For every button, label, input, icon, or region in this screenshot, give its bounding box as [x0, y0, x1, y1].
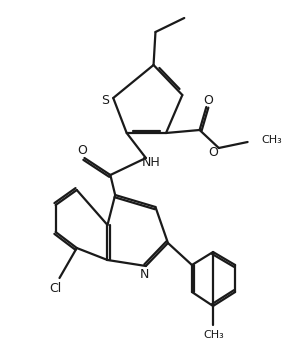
- Text: CH₃: CH₃: [204, 330, 224, 340]
- Text: O: O: [208, 146, 218, 159]
- Text: NH: NH: [141, 156, 160, 169]
- Text: Cl: Cl: [49, 282, 62, 295]
- Text: CH₃: CH₃: [261, 135, 282, 145]
- Text: O: O: [78, 143, 87, 156]
- Text: N: N: [139, 269, 149, 282]
- Text: O: O: [203, 94, 213, 106]
- Text: S: S: [102, 94, 110, 106]
